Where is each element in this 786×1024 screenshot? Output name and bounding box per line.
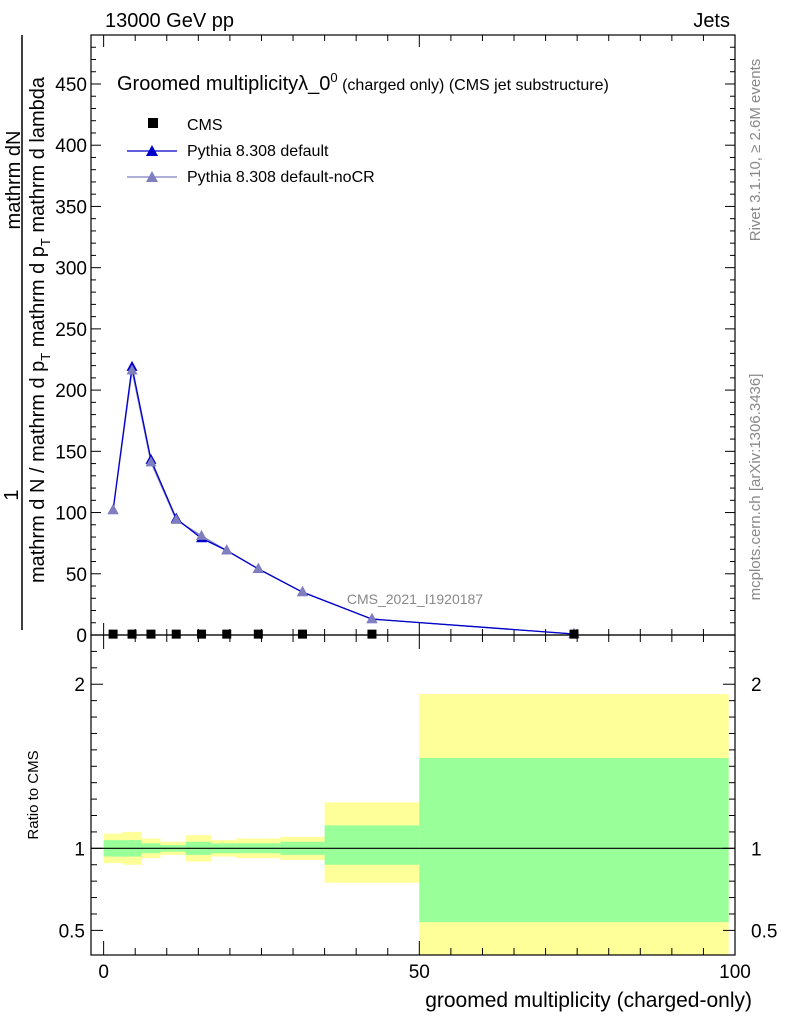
main-ytick-label: 400 [55,136,87,157]
legend-default-marker [146,145,158,156]
main-axes: 0 50 100 150 200 250 300 350 400 450 [55,34,736,647]
main-ytick-label: 150 [55,442,87,463]
analysis-watermark: CMS_2021_I1920187 [347,591,483,607]
main-ytick-label: 200 [55,381,87,402]
cms-data-point [108,629,118,639]
cms-data-point [196,629,206,639]
ratio-ytick-label: 2 [74,675,85,696]
main-ytick-label: 350 [55,197,87,218]
series-marker-nocr [195,529,207,540]
series-marker-nocr [145,456,157,467]
ratio-xtick-label: 100 [719,962,751,983]
series-marker-nocr [107,504,119,515]
legend-default-label: Pythia 8.308 default [187,143,329,160]
rivet-label: Rivet 3.1.10, ≥ 2.6M events [747,59,764,242]
main-ytick-label: 250 [55,320,87,341]
cms-data-point [146,629,156,639]
legend: CMS Pythia 8.308 default Pythia 8.308 de… [127,117,375,186]
series-line-nocr [112,370,575,635]
cms-data-point [253,629,263,639]
y-axis-label: 1 mathrm dN mathrm d N / mathrm d pT mat… [1,35,53,630]
chart-title-tail: (charged only) (CMS jet substructure) [338,77,609,94]
series-marker-nocr [366,613,378,624]
ratio-bands [103,694,729,955]
series-marker-nocr [170,513,182,524]
ratio-panel: 0.5 0.5 1 1 2 2 0 50 100 Ratio to CMS groomed mu… [25,634,777,1012]
ratio-ytick-label-right: 2 [751,675,762,696]
header-left: 13000 GeV pp [105,10,234,32]
y-label-sub-1: T [38,353,53,361]
chart-title: Groomed multiplicityλ_00 (charged only) … [117,70,609,95]
legend-nocr-label: Pythia 8.308 default-noCR [187,169,375,186]
chart-title-main: Groomed multiplicityλ_0 [117,73,330,95]
y-label-numerator: mathrm dN [3,131,25,230]
header-right: Jets [693,10,730,32]
ratio-ytick-label: 0.5 [59,921,85,942]
series-marker-nocr [126,364,138,375]
cms-data-point [367,629,377,639]
main-ytick-label: 50 [66,565,87,586]
x-axis-label: groomed multiplicity (charged-only) [425,989,752,1012]
ratio-xtick-label: 0 [98,962,109,983]
ratio-band-stat [419,758,729,923]
mcplots-label: mcplots.cern.ch [arXiv:1306.3436] [747,374,764,601]
ratio-ytick-label: 1 [74,839,85,860]
cms-data-point [222,629,232,639]
ratio-ytick-label-right: 0.5 [751,921,777,942]
y-label-denominator: mathrm d N / mathrm d pT mathrm d pT mat… [27,76,53,583]
legend-nocr-marker [146,171,158,182]
main-panel: 0 50 100 150 200 250 300 350 400 450 CMS_2021_I19… [1,34,736,647]
series-line-default [112,366,575,635]
ratio-xtick-label: 50 [409,962,430,983]
y-label-sub-2: T [38,238,53,246]
legend-cms-marker [148,118,158,128]
cms-data-point [127,629,137,639]
y-label-den-c: mathrm d lambda [27,76,49,238]
cms-data-point [171,629,181,639]
y-label-den-a: mathrm d N / mathrm d p [27,361,49,583]
ratio-y-label: Ratio to CMS [25,750,42,839]
y-label-one: 1 [1,489,23,500]
main-ytick-label: 100 [55,504,87,525]
legend-cms-label: CMS [187,117,223,134]
series-marker-nocr [297,586,309,597]
main-series [107,360,580,639]
chart-title-sup: 0 [330,70,337,85]
series-marker-nocr [221,544,233,555]
ratio-ytick-label-right: 1 [751,839,762,860]
main-ytick-label: 450 [55,75,87,96]
ratio-axes: 0.5 0.5 1 1 2 2 0 50 100 [59,634,777,983]
series-marker-nocr [252,562,264,573]
ratio-band-stat [324,825,420,865]
cms-data-point [569,629,579,639]
main-ytick-label: 300 [55,259,87,280]
ratio-frame [90,634,736,956]
main-ytick-label: 0 [76,626,87,647]
y-label-den-b: mathrm d p [27,246,49,353]
cms-data-point [298,629,308,639]
